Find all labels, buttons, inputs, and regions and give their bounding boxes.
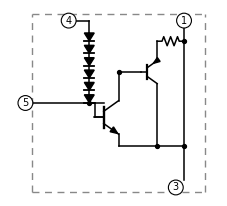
Text: 4: 4 — [65, 16, 72, 26]
Text: 5: 5 — [22, 98, 28, 108]
Polygon shape — [153, 57, 159, 63]
Text: 1: 1 — [180, 16, 186, 26]
Circle shape — [168, 180, 183, 195]
Circle shape — [61, 13, 76, 28]
Circle shape — [176, 13, 191, 28]
Polygon shape — [84, 70, 94, 78]
Polygon shape — [84, 33, 94, 41]
Polygon shape — [110, 127, 117, 133]
Polygon shape — [84, 45, 94, 53]
Polygon shape — [84, 82, 94, 90]
Polygon shape — [84, 95, 94, 103]
Circle shape — [18, 96, 33, 110]
Polygon shape — [84, 58, 94, 66]
Text: 3: 3 — [172, 183, 178, 192]
